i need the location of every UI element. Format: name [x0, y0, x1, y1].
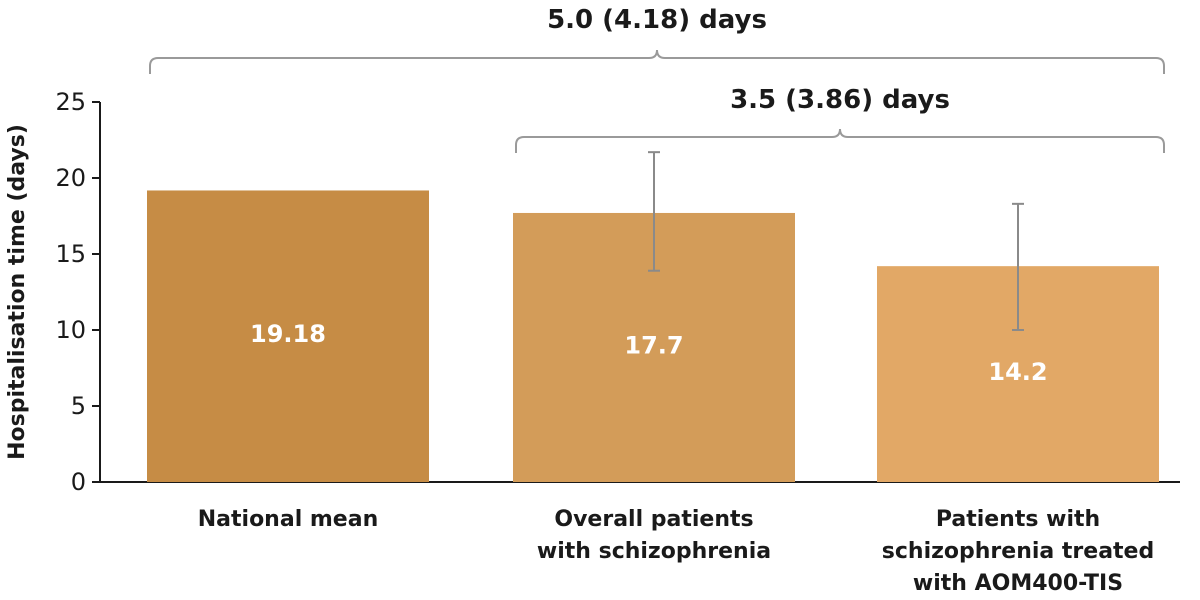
comparison-bracket — [515, 128, 1165, 153]
y-axis-title: Hospitalisation time (days) — [5, 124, 30, 460]
category-label: National mean — [198, 507, 379, 532]
bracket-label: 3.5 (3.86) days — [730, 85, 950, 115]
data-label: 19.18 — [250, 320, 326, 348]
plot-area: 0 5 10 15 20 25 19.18 National mean 17.7 Overall … — [55, 5, 1180, 596]
y-tick-label: 10 — [55, 316, 86, 344]
y-tick-label: 25 — [55, 88, 86, 116]
category-label: schizophrenia treated — [882, 539, 1154, 564]
category-label: with schizophrenia — [537, 539, 771, 564]
category-label: with AOM400-TIS — [913, 571, 1123, 596]
bar — [147, 190, 429, 483]
category-label: Overall patients — [554, 507, 753, 532]
category-label: Patients with — [936, 507, 1100, 532]
data-label: 14.2 — [988, 358, 1047, 386]
y-tick-label: 0 — [71, 468, 86, 496]
y-tick-label: 5 — [71, 392, 86, 420]
data-label: 17.7 — [624, 331, 683, 359]
bracket-label: 5.0 (4.18) days — [547, 5, 767, 35]
comparison-bracket — [149, 49, 1165, 74]
y-tick-label: 20 — [55, 164, 86, 192]
y-tick-label: 15 — [55, 240, 86, 268]
